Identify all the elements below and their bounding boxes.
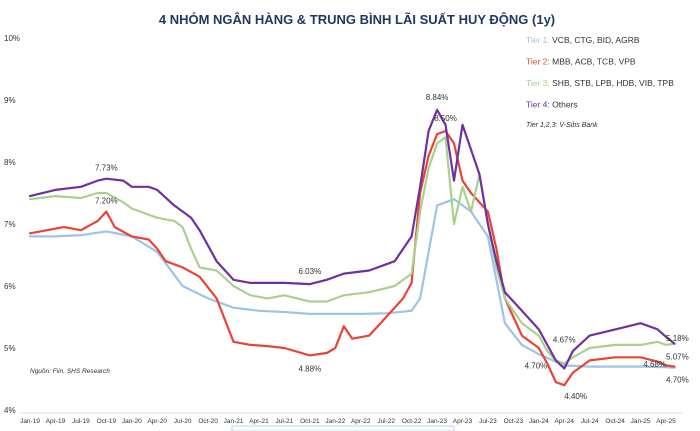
x-tick-label: Jan-20 (122, 418, 142, 425)
data-label: 7.73% (95, 164, 118, 173)
data-label: 7.20% (95, 197, 118, 206)
x-tick-label: Jul-21 (276, 418, 294, 425)
y-axis: 4% 5% 6% 7% 8% 9% 10% (4, 34, 20, 415)
x-tick-label: Apr-19 (46, 418, 66, 425)
x-tick-label: Jan-21 (224, 418, 244, 425)
data-label: 4.68% (643, 360, 666, 369)
x-tick-label: Jul-19 (72, 418, 90, 425)
x-tick-label: Apr-22 (351, 418, 371, 425)
x-tick-label: Jan-23 (427, 418, 447, 425)
x-tick-label: Oct-20 (198, 418, 218, 425)
series-lines (28, 108, 676, 387)
x-tick-label: Jan-19 (20, 418, 40, 425)
x-tick-label: Apr-25 (656, 418, 676, 425)
series-line (28, 198, 676, 369)
annotations: 7.73% 7.20% 6.03% 4.88% 8.84% 8.50% 4.67% 4.70%… (95, 93, 689, 401)
x-tick-label: Oct-22 (402, 418, 422, 425)
legend-note: Tier 1,2,3: V-Sibs Bank (526, 122, 598, 129)
x-tick-label: Oct-23 (504, 418, 524, 425)
x-tick-label: Jan-24 (529, 418, 549, 425)
x-axis: Jan-19 Apr-19 Jul-19 Oct-19 Jan-20 Apr-20 Jul-… (20, 412, 683, 431)
data-label: 4.70% (525, 362, 548, 371)
data-label: 5.18% (666, 334, 689, 343)
data-label: 4.70% (666, 376, 689, 385)
x-tick-label: Apr-24 (555, 418, 575, 425)
x-tick-label: Jul-23 (479, 418, 497, 425)
x-tick-label: Oct-24 (605, 418, 625, 425)
data-label: 8.50% (434, 114, 457, 123)
y-tick-label: 4% (4, 406, 16, 415)
x-tick-label: Apr-23 (453, 418, 473, 425)
data-label: 8.84% (426, 93, 449, 102)
y-tick-label: 9% (4, 96, 16, 105)
chart-title: 4 NHÓM NGÂN HÀNG & TRUNG BÌNH LÃI SUẤT H… (159, 12, 555, 27)
y-tick-label: 5% (4, 344, 16, 353)
x-tick-label: Oct-19 (97, 418, 117, 425)
legend-item: Tier 3: SHB, STB, LPB, HDB, VIB, TPB (526, 78, 674, 88)
x-tick-label: Oct-21 (300, 418, 320, 425)
data-label: 5.07% (666, 353, 689, 362)
legend-item: Tier 1: VCB, CTG, BID, AGRB (526, 35, 640, 45)
source-note: Nguồn: Fiin, SHS Research (30, 366, 110, 375)
legend: Tier 1: VCB, CTG, BID, AGRB Tier 2: MBB, … (526, 35, 674, 129)
series-line (28, 136, 676, 365)
x-tick-label: Jul-22 (377, 418, 395, 425)
x-tick-label: Apr-21 (249, 418, 269, 425)
data-label: 4.40% (564, 392, 587, 401)
data-label: 4.67% (553, 335, 576, 344)
legend-item: Tier 4: Others (526, 100, 578, 110)
y-tick-label: 6% (4, 282, 16, 291)
scroll-range-bar (231, 425, 455, 431)
x-tick-label: Jul-20 (174, 418, 192, 425)
series-line (28, 108, 676, 370)
y-tick-label: 8% (4, 158, 16, 167)
data-label: 6.03% (299, 267, 322, 276)
x-tick-label: Jul-24 (581, 418, 599, 425)
y-tick-label: 7% (4, 220, 16, 229)
data-label: 4.88% (299, 364, 322, 373)
legend-item: Tier 2: MBB, ACB, TCB, VPB (526, 57, 636, 67)
series-line (28, 129, 676, 387)
y-tick-label: 10% (4, 34, 20, 43)
x-tick-label: Apr-20 (147, 418, 167, 425)
x-tick-label: Jan-22 (325, 418, 345, 425)
x-tick-label: Jan-25 (631, 418, 651, 425)
